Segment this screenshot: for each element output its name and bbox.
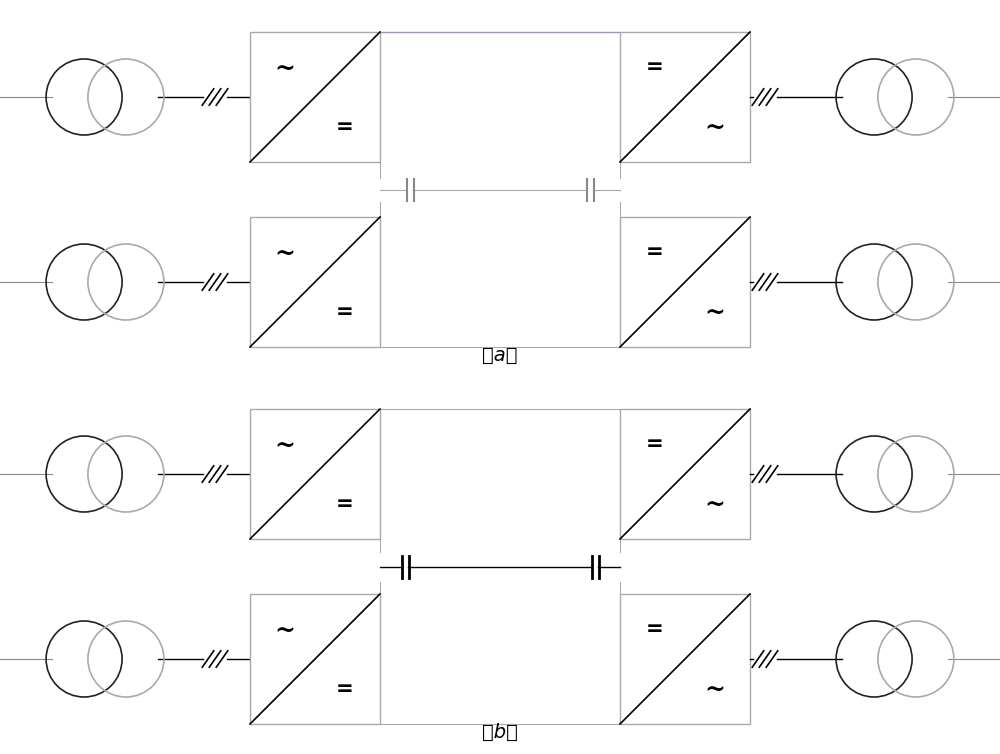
Text: =: = [646,57,664,77]
Text: ~: ~ [275,57,296,81]
Text: =: = [646,619,664,639]
Text: ~: ~ [704,492,725,516]
Text: =: = [336,302,354,322]
Text: =: = [646,242,664,262]
Text: =: = [336,117,354,137]
Bar [250,32,380,162]
Bar [620,594,750,724]
Bar [620,217,750,347]
Text: ~: ~ [275,434,296,458]
Text: ~: ~ [704,677,725,701]
Bar [250,594,380,724]
Text: =: = [646,434,664,454]
Text: ~: ~ [275,241,296,265]
Bar [620,32,750,162]
Text: ~: ~ [275,618,296,642]
Text: ~: ~ [704,115,725,139]
Bar [250,409,380,539]
Text: ~: ~ [704,300,725,324]
Text: =: = [336,679,354,699]
Bar [620,409,750,539]
Text: （a）: （a） [482,346,518,365]
Text: （b）: （b） [482,723,518,742]
Bar [250,217,380,347]
Text: =: = [336,494,354,514]
